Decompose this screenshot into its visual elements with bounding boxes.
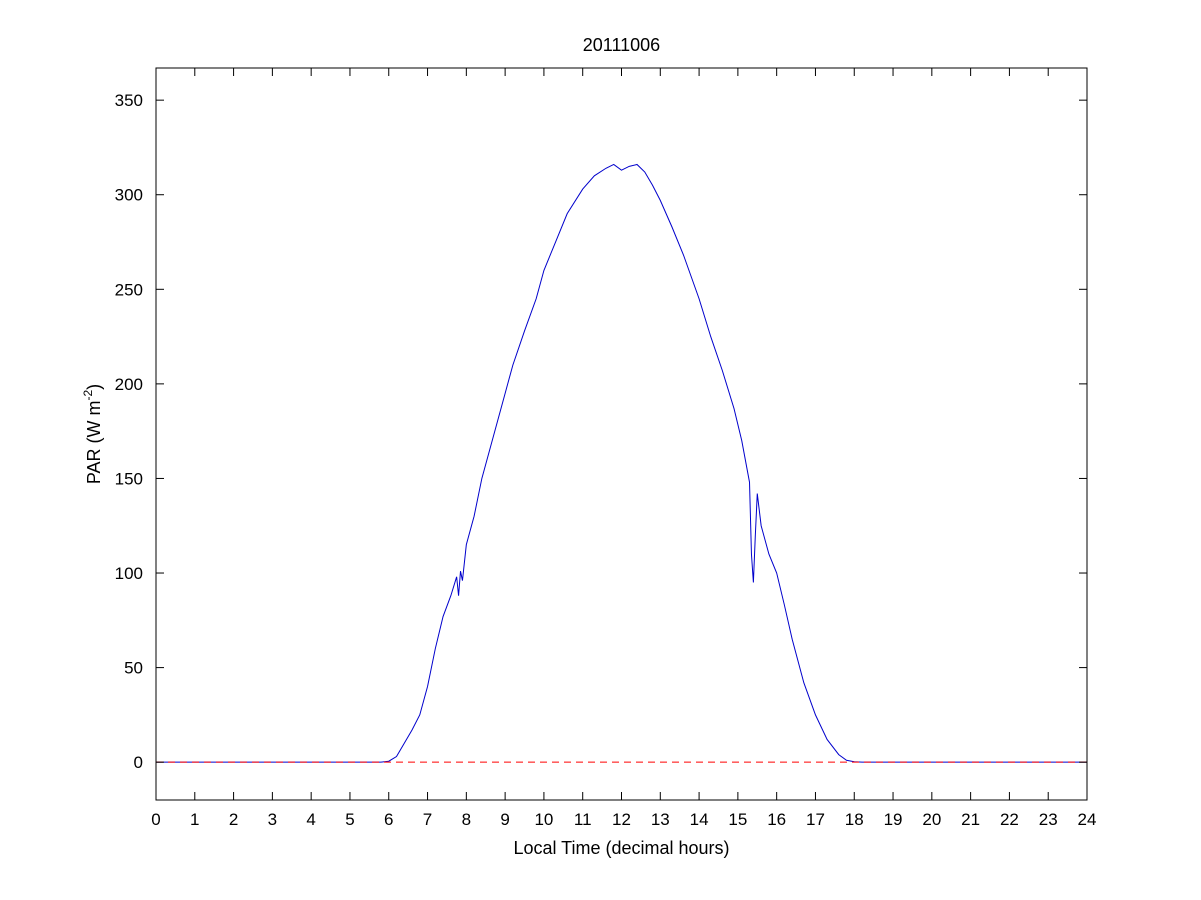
- x-tick-label: 6: [384, 810, 393, 829]
- y-tick-label: 0: [134, 753, 143, 772]
- x-tick-label: 4: [306, 810, 315, 829]
- y-axis-label-superscript: -2: [81, 390, 95, 401]
- x-tick-label: 20: [922, 810, 941, 829]
- y-tick-label: 250: [115, 280, 143, 299]
- tick-layer: 0 1 2 3 4 5 6 7 8 9 10 11 12 13 14 15 16 17 18 19 20 21 22 23 24…: [115, 68, 1097, 829]
- y-tick-label: 200: [115, 375, 143, 394]
- x-tick-label: 3: [268, 810, 277, 829]
- par-series-line: [156, 163, 1087, 763]
- x-tick-label: 11: [574, 810, 592, 829]
- y-tick-label: 150: [115, 469, 143, 488]
- y-tick-label: 100: [115, 564, 143, 583]
- series-layer: [156, 163, 1087, 763]
- x-tick-label: 7: [423, 810, 432, 829]
- chart-title: 20111006: [583, 35, 660, 55]
- x-tick-label: 13: [651, 810, 670, 829]
- x-axis-label: Local Time (decimal hours): [513, 838, 729, 858]
- x-tick-label: 9: [500, 810, 509, 829]
- x-tick-label: 16: [767, 810, 786, 829]
- y-axis-label-prefix: PAR (W m: [84, 401, 104, 485]
- x-tick-label: 18: [845, 810, 864, 829]
- y-tick-label: 350: [115, 91, 143, 110]
- x-tick-label: 0: [151, 810, 160, 829]
- x-tick-label: 14: [690, 810, 709, 829]
- x-tick-label: 15: [728, 810, 747, 829]
- y-axis-label-suffix: ): [84, 384, 104, 390]
- x-tick-label: 5: [345, 810, 354, 829]
- y-tick-label: 300: [115, 186, 143, 205]
- plot-area: [156, 68, 1087, 800]
- x-tick-label: 1: [190, 810, 199, 829]
- x-tick-label: 17: [806, 810, 825, 829]
- y-axis-label: PAR (W m-2): [81, 384, 104, 484]
- x-tick-label: 21: [961, 810, 980, 829]
- x-tick-label: 19: [884, 810, 903, 829]
- x-tick-label: 12: [612, 810, 631, 829]
- x-tick-label: 22: [1000, 810, 1019, 829]
- y-tick-label: 50: [124, 659, 143, 678]
- x-tick-label: 2: [229, 810, 238, 829]
- x-tick-label: 8: [462, 810, 471, 829]
- x-tick-label: 23: [1039, 810, 1058, 829]
- x-tick-label: 10: [534, 810, 553, 829]
- x-tick-label: 24: [1078, 810, 1097, 829]
